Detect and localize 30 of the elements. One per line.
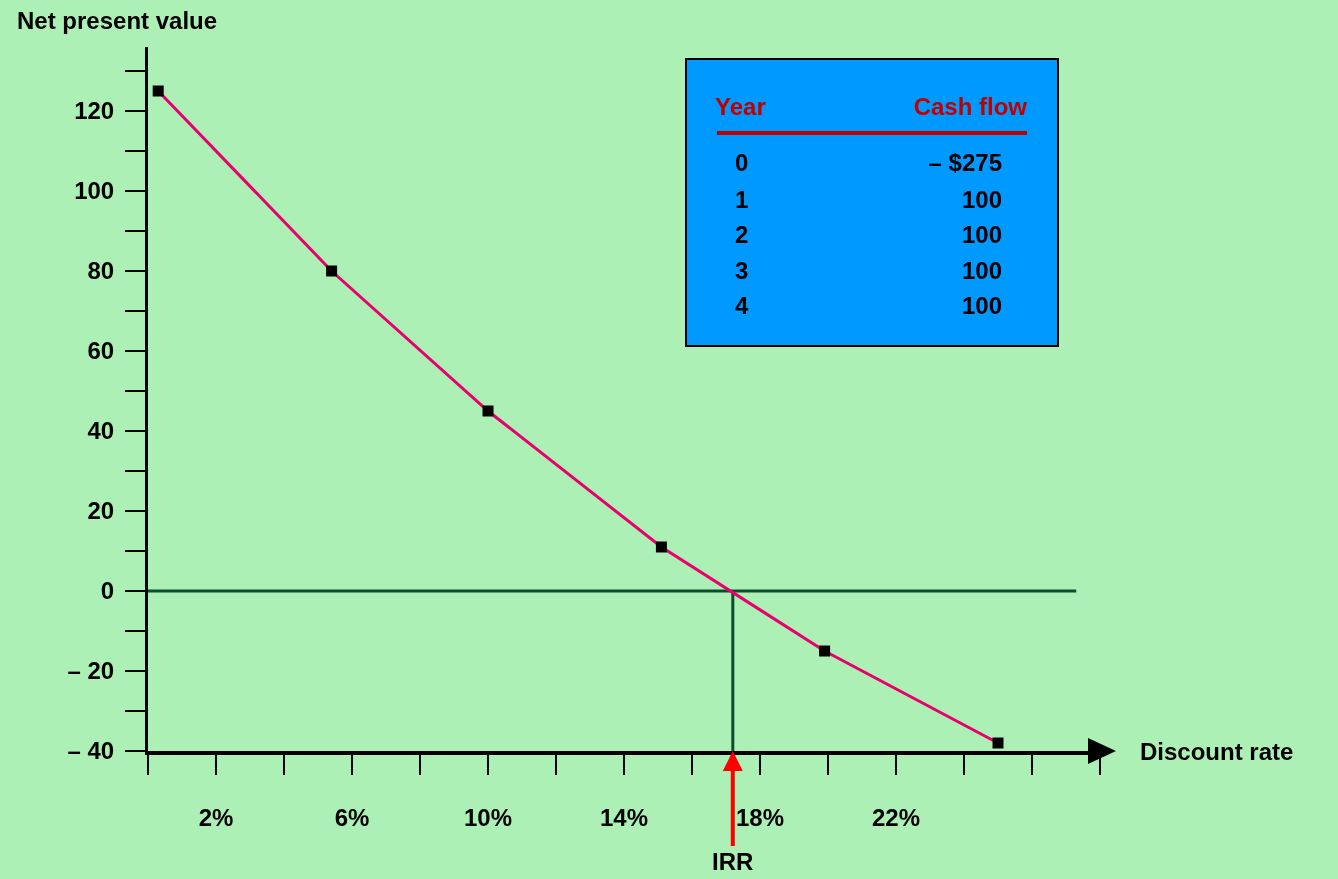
y-axis-title: Net present value <box>17 7 218 34</box>
x-tick-label: 2% <box>198 803 234 831</box>
y-tick-label: 60 <box>87 337 115 365</box>
annotation: 0 <box>735 149 749 177</box>
annotation: 1 <box>735 186 749 214</box>
annotation: Cash flow <box>913 93 1027 121</box>
annotation: IRR <box>712 848 754 875</box>
annotation: Year <box>715 93 766 121</box>
x-tick-label: 10% <box>463 803 513 831</box>
x-tick-label: 14% <box>599 803 649 831</box>
annotation: – $275 <box>928 149 1002 177</box>
annotation: 2 <box>735 221 749 249</box>
y-tick-label: 0 <box>100 577 115 605</box>
annotation: 100 <box>961 292 1002 320</box>
annotation: 100 <box>961 221 1002 249</box>
y-tick-label: 120 <box>74 97 115 125</box>
annotation: 100 <box>961 186 1002 214</box>
annotation: 4 <box>735 292 749 320</box>
x-tick-label: 22% <box>871 803 921 831</box>
y-tick-label: 100 <box>74 177 115 205</box>
y-tick-label: 80 <box>87 257 115 285</box>
x-tick-label: 18% <box>735 803 785 831</box>
y-tick-label: – 40 <box>67 737 115 765</box>
x-tick-label: 6% <box>334 803 370 831</box>
x-axis-title: Discount rate <box>1140 738 1294 765</box>
y-tick-label: 20 <box>87 497 115 525</box>
y-tick-label: 40 <box>87 417 115 445</box>
annotation: 3 <box>735 257 749 285</box>
y-tick-label: – 20 <box>67 657 115 685</box>
annotation: 100 <box>961 257 1002 285</box>
